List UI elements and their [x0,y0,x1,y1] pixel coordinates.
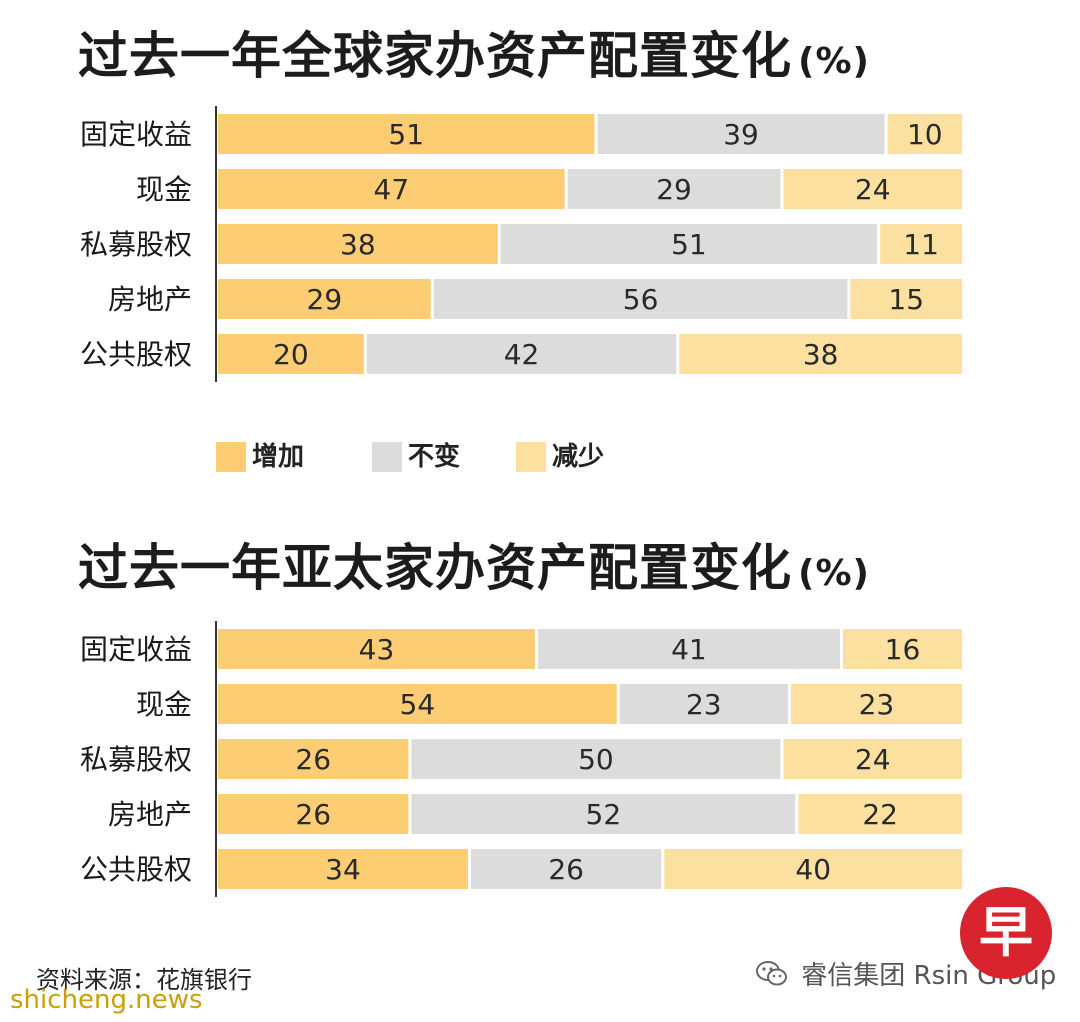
chart-title-global: 过去一年全球家办资产配置变化 (%) [78,26,870,92]
bar-value-label: 54 [400,688,436,721]
wechat-icon [756,960,787,985]
bar-segment [619,684,788,724]
bar-segment [218,224,498,264]
bar-value-label: 24 [855,743,891,776]
bar-segment [842,629,962,669]
site-watermark: shicheng.news [10,985,203,1015]
bar-value-label: 42 [504,338,540,371]
bar-segment [218,279,431,319]
legend-label-decrease: 减少 [552,442,605,472]
category-label: 房地产 [108,283,192,316]
bar-value-label: 38 [803,338,839,371]
bar-value-label: 34 [325,853,361,886]
bar-segment [783,169,962,209]
bar-segment [218,114,595,154]
bar-value-label: 51 [388,118,424,151]
bar-value-label: 39 [723,118,759,151]
bar-value-label: 29 [656,173,692,206]
bar-segment [218,684,617,724]
legend-label-increase: 增加 [252,442,305,472]
bar-segment [880,224,962,264]
category-label: 房地产 [108,798,192,831]
bar-value-label: 23 [686,688,722,721]
bar-segment [218,794,409,834]
bar-value-label: 29 [307,283,343,316]
bar-value-label: 23 [859,688,895,721]
bar-segment [790,684,962,724]
category-label: 现金 [136,688,192,721]
bar-value-label: 43 [359,633,395,666]
bar-value-label: 26 [548,853,584,886]
bar-segment [218,334,364,374]
bar-value-label: 10 [907,118,943,151]
logo-char: 早 [979,901,1033,964]
bar-segment [411,794,796,834]
bar-segment [470,849,662,889]
chart-title-global-unit: (%) [798,41,870,82]
bar-segment [537,629,840,669]
category-label: 公共股权 [80,853,192,886]
bar-segment [783,739,962,779]
bar-value-label: 20 [273,338,309,371]
chart-title-apac-text: 过去一年亚太家办资产配置变化 [78,539,792,597]
bar-segment [218,739,409,779]
chart-title-apac-unit: (%) [798,553,870,594]
zaobao-logo: 早 [960,887,1052,979]
bar-value-label: 52 [586,798,622,831]
category-label: 现金 [136,173,192,206]
chart-title-apac: 过去一年亚太家办资产配置变化 (%) [78,538,870,604]
legend-label-unchanged: 不变 [408,442,461,472]
stacked-bar-chart-global: 固定收益 51 39 10 现金 47 29 24 私募股权 38 51 11 房地产 29 56 15 公共股… [80,106,962,382]
bar-value-label: 50 [578,743,614,776]
bar-value-label: 38 [340,228,376,261]
bar-segment [679,334,962,374]
bar-value-label: 15 [888,283,924,316]
category-label: 私募股权 [80,228,192,261]
bar-segment [411,739,781,779]
legend-swatch-unchanged [372,442,402,472]
bar-value-label: 51 [671,228,707,261]
bar-value-label: 40 [795,853,831,886]
legend-swatch-increase [216,442,246,472]
bar-segment [218,629,535,669]
category-label: 固定收益 [80,118,192,151]
bar-segment [218,169,565,209]
bar-segment [500,224,878,264]
bar-value-label: 24 [855,173,891,206]
bar-segment [798,794,962,834]
category-label: 私募股权 [80,743,192,776]
legend-swatch-decrease [516,442,546,472]
bar-segment [664,849,962,889]
bar-segment [218,849,468,889]
bar-value-label: 22 [862,798,898,831]
source-note: 资料来源：花旗银行 [36,966,252,994]
bar-value-label: 26 [295,798,331,831]
chart-title-global-text: 过去一年全球家办资产配置变化 [78,27,792,85]
bar-value-label: 47 [374,173,410,206]
bar-segment [597,114,885,154]
bar-segment [366,334,677,374]
bar-value-label: 56 [623,283,659,316]
bar-segment [567,169,781,209]
bar-value-label: 26 [295,743,331,776]
bar-segment [433,279,848,319]
category-label: 固定收益 [80,633,192,666]
bar-segment [887,114,962,154]
bar-value-label: 16 [885,633,921,666]
bar-value-label: 41 [671,633,707,666]
category-label: 公共股权 [80,338,192,371]
bar-value-label: 11 [903,228,939,261]
bar-segment [850,279,962,319]
